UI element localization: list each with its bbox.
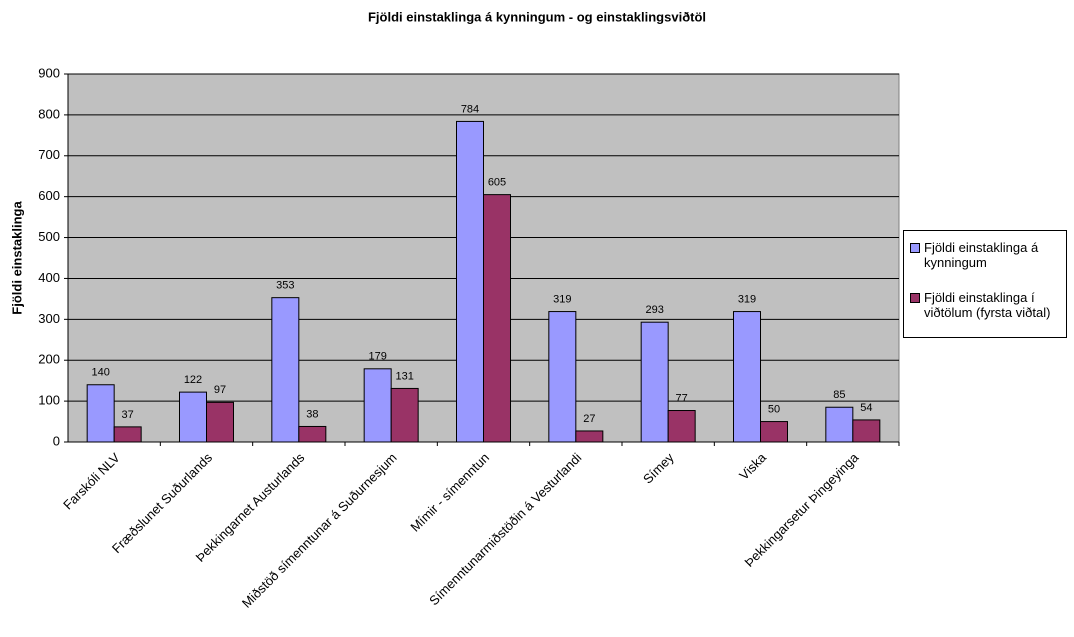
data-label: 27	[583, 413, 595, 425]
chart-title: Fjöldi einstaklinga á kynningum - og ein…	[368, 9, 706, 24]
legend-label: Fjöldi einstaklinga á kynningum	[924, 240, 1039, 270]
bar	[548, 311, 577, 443]
x-tick-label: Fræðslunet Suðurlands	[109, 450, 216, 557]
y-tick-label: 900	[38, 65, 60, 80]
data-label: 605	[488, 177, 506, 189]
bar	[575, 430, 604, 443]
bar	[206, 401, 234, 443]
data-label: 122	[184, 374, 202, 386]
y-tick-label: 200	[38, 352, 60, 367]
bar	[852, 419, 881, 443]
data-label: 131	[395, 370, 413, 382]
x-tick-label: Símey	[640, 450, 677, 487]
x-tick-label: Farskóli NLV	[60, 450, 123, 513]
data-label: 784	[461, 103, 479, 115]
data-label: 37	[122, 409, 134, 421]
legend-label: Fjöldi einstaklinga í viðtölum (fyrsta v…	[924, 290, 1051, 320]
legend-entry: Fjöldi einstaklinga á kynningum	[910, 240, 1062, 270]
legend-swatch	[910, 293, 920, 303]
y-axis-label: Fjöldi einstaklinga	[9, 201, 24, 315]
bar	[733, 311, 761, 443]
legend-entry: Fjöldi einstaklinga í viðtölum (fyrsta v…	[910, 290, 1062, 320]
data-label: 179	[368, 351, 386, 363]
bar	[298, 425, 327, 443]
data-label: 353	[276, 280, 294, 292]
x-tick-label: Miðstöð símenntunar á Suðurnesjum	[239, 450, 400, 611]
data-label: 140	[91, 367, 109, 379]
y-tick-label: 0	[53, 433, 60, 448]
y-tick-label: 400	[38, 270, 60, 285]
bar	[640, 321, 669, 443]
x-tick-label: Mímir - símenntun	[407, 450, 492, 535]
bar	[760, 421, 788, 443]
bar	[271, 297, 300, 443]
bar	[825, 406, 854, 443]
data-label: 38	[306, 408, 318, 420]
data-label: 97	[214, 384, 226, 396]
legend: Fjöldi einstaklinga á kynningum Fjöldi ei…	[903, 230, 1067, 338]
data-label: 50	[768, 403, 780, 415]
y-tick-label: 500	[38, 229, 60, 244]
bar	[483, 194, 511, 443]
y-tick-label: 100	[38, 393, 60, 408]
data-label: 319	[553, 293, 571, 305]
y-tick-label: 800	[38, 106, 60, 121]
bar	[113, 426, 142, 443]
y-tick-label: 600	[38, 188, 60, 203]
data-label: 319	[738, 293, 756, 305]
bar	[179, 391, 207, 443]
bar	[86, 384, 115, 443]
bar	[667, 410, 696, 443]
bar	[456, 120, 484, 443]
x-tick-label: Viska	[736, 449, 769, 482]
y-tick-label: 700	[38, 147, 60, 162]
data-label: 54	[860, 402, 872, 414]
bar	[363, 368, 392, 443]
data-label: 85	[833, 389, 845, 401]
x-tick-label: Símenntunarmiðstöðin á Vesturlandi	[426, 450, 584, 608]
y-tick-label: 300	[38, 311, 60, 326]
bar	[390, 387, 419, 443]
data-label: 77	[676, 392, 688, 404]
data-label: 293	[645, 304, 663, 316]
legend-swatch	[910, 243, 920, 253]
